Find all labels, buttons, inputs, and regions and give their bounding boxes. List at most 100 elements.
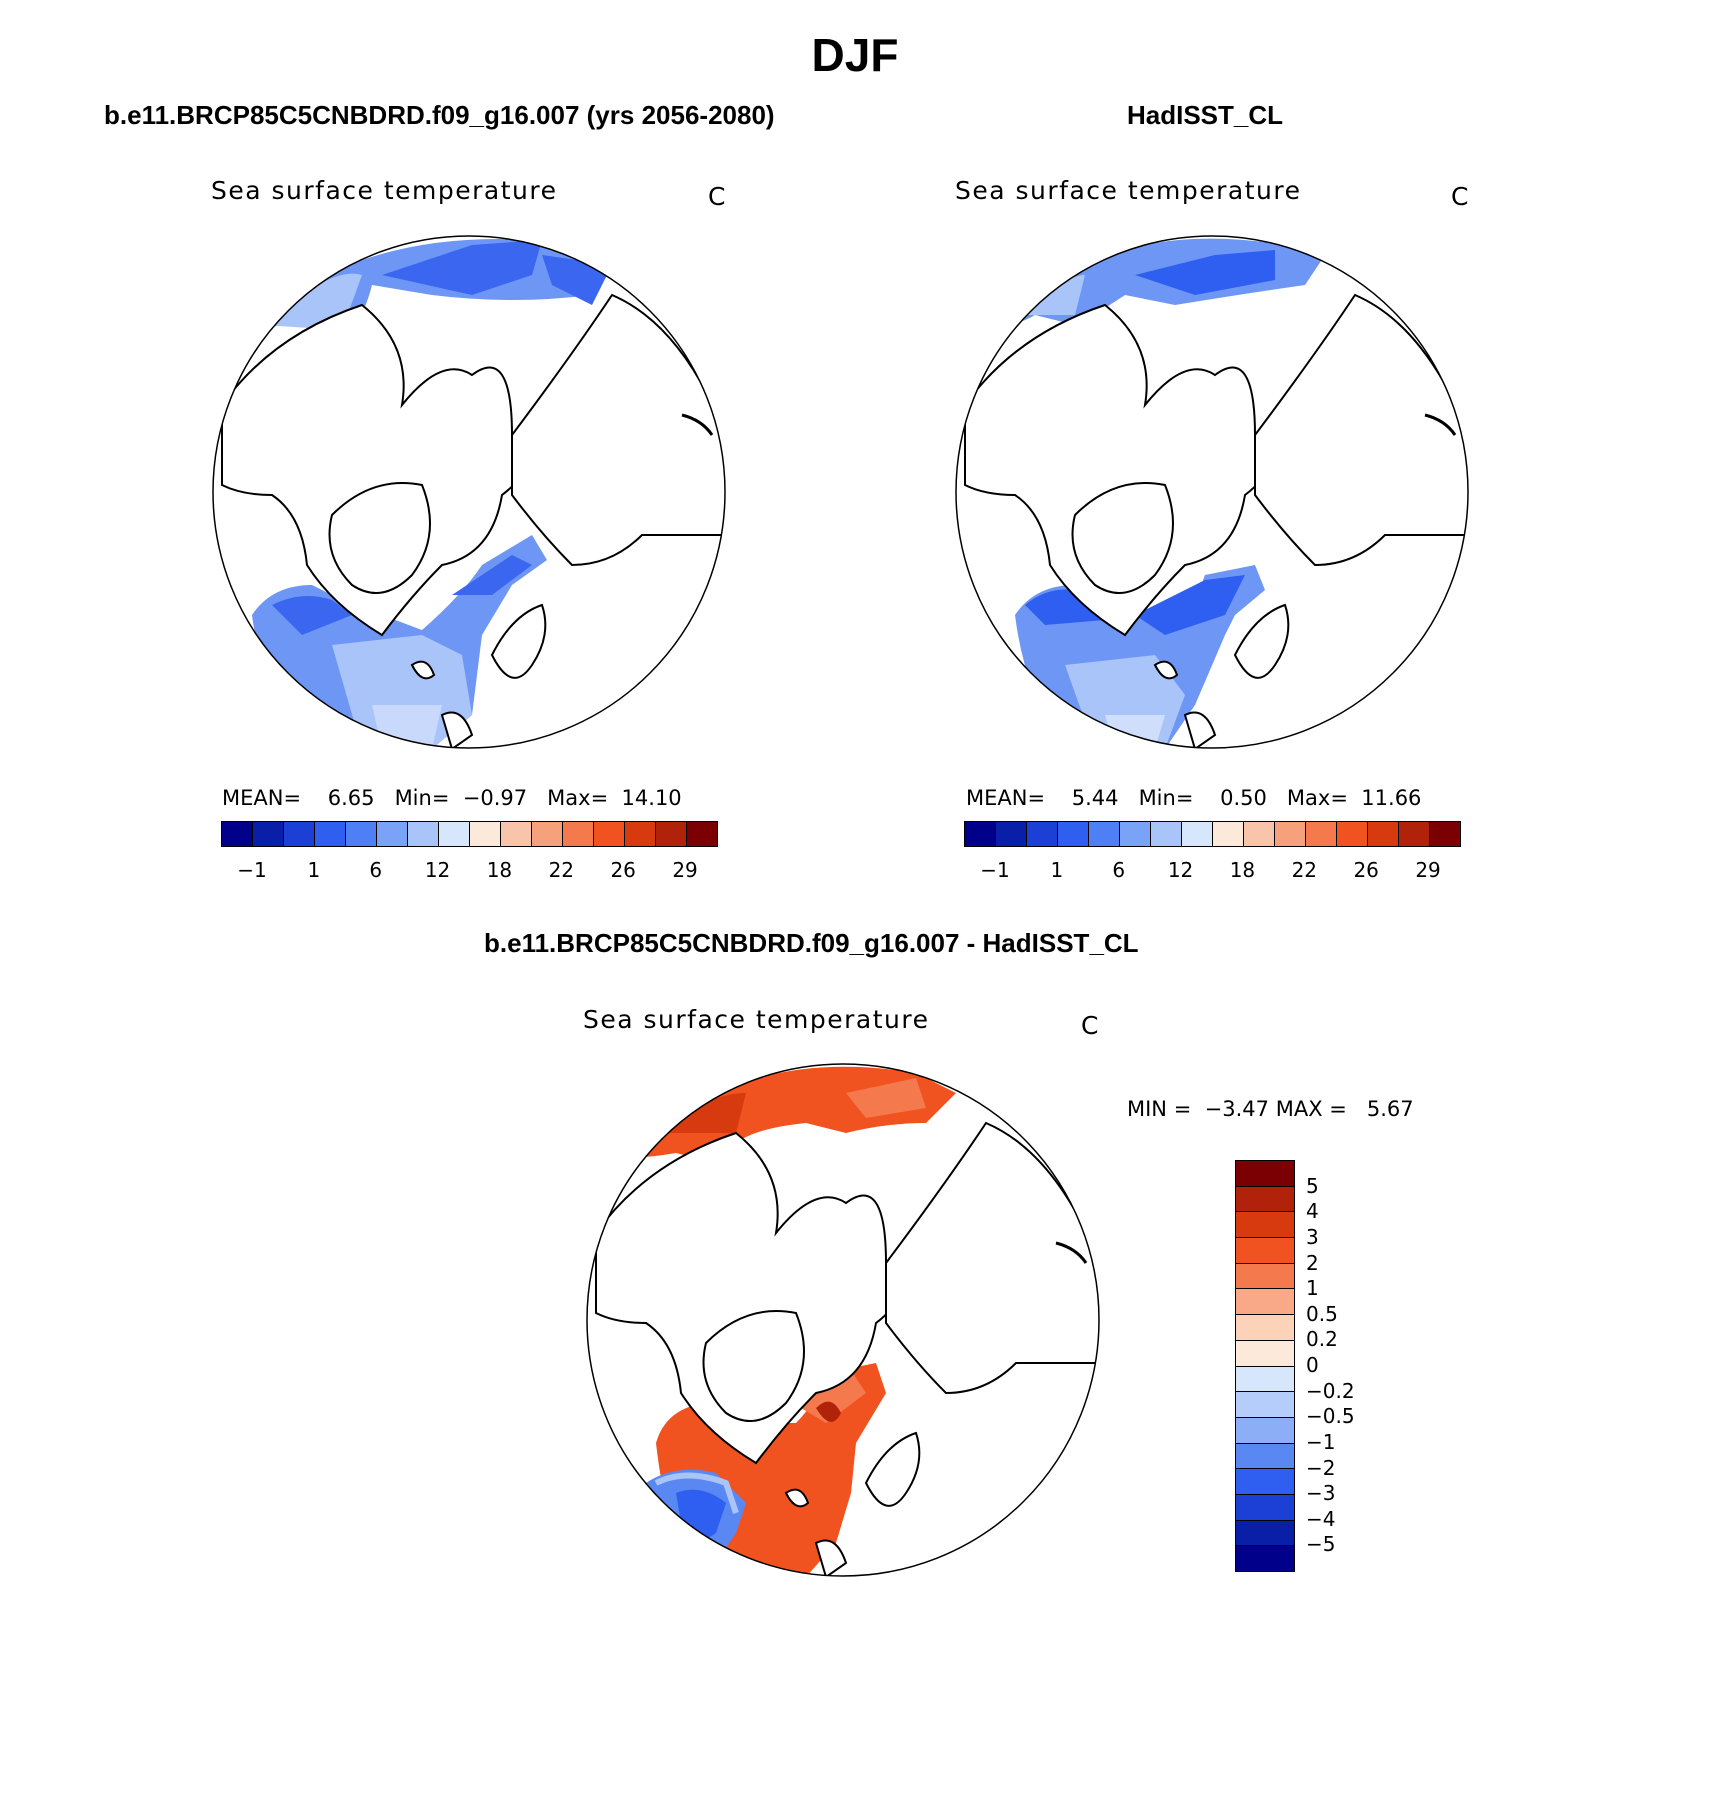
obs-colorbar-tick-label: 29 (1415, 858, 1441, 882)
diff-colorbar-swatch (1236, 1340, 1294, 1367)
diff-colorbar-tick-label: −0.2 (1306, 1378, 1355, 1403)
obs-colorbar-swatch (965, 822, 996, 846)
obs-colorbar-ticks: −1 1 6 12 18 22 26 29 (964, 858, 1459, 884)
model-colorbar-swatch (501, 822, 532, 846)
model-colorbar-swatch (377, 822, 408, 846)
obs-stats: MEAN= 5.44 Min= 0.50 Max= 11.66 (966, 786, 1422, 810)
diff-colorbar-tick-label: −4 (1306, 1506, 1336, 1531)
diff-colorbar-tick-label: −1 (1306, 1429, 1336, 1454)
obs-colorbar-tick-label: 12 (1167, 858, 1194, 882)
model-colorbar-swatch (656, 822, 687, 846)
diff-colorbar-swatch (1236, 1417, 1294, 1444)
model-polar-map (212, 235, 726, 749)
model-units-label: C (708, 182, 727, 211)
obs-variable-label: Sea surface temperature (955, 176, 1302, 205)
obs-colorbar-swatch (1058, 822, 1089, 846)
model-colorbar-swatch (625, 822, 656, 846)
obs-colorbar-swatch (1120, 822, 1151, 846)
diff-colorbar-swatch (1236, 1546, 1294, 1571)
model-colorbar-swatch (408, 822, 439, 846)
diff-colorbar-swatch (1236, 1238, 1294, 1264)
diff-colorbar-swatch (1236, 1263, 1294, 1290)
diff-colorbar-tick-label: 4 (1306, 1199, 1319, 1224)
diff-colorbar-swatch (1236, 1469, 1294, 1495)
model-colorbar-swatch (346, 822, 377, 846)
model-colorbar-swatch (222, 822, 253, 846)
diff-colorbar-tick-label: 1 (1306, 1276, 1319, 1301)
obs-colorbar-swatch (1306, 822, 1337, 846)
model-colorbar-tick-label: 1 (307, 858, 321, 882)
model-colorbar-swatch (315, 822, 346, 846)
model-colorbar-swatch (594, 822, 625, 846)
model-colorbar-swatch (470, 822, 501, 846)
obs-colorbar-swatch (1027, 822, 1058, 846)
model-variable-label: Sea surface temperature (211, 176, 558, 205)
model-colorbar-swatch (439, 822, 470, 846)
diff-colorbar-tick-label: −2 (1306, 1455, 1336, 1480)
model-colorbar-tick-label: 6 (369, 858, 383, 882)
obs-colorbar (964, 821, 1461, 847)
obs-colorbar-swatch (1244, 822, 1275, 846)
page-title: DJF (811, 29, 899, 81)
model-colorbar-tick-label: 18 (486, 858, 513, 882)
obs-colorbar-swatch (1213, 822, 1244, 846)
diff-colorbar-swatch (1236, 1315, 1294, 1341)
diff-colorbar-swatch (1236, 1494, 1294, 1521)
model-colorbar-swatch (532, 822, 563, 846)
obs-colorbar-swatch (1430, 822, 1460, 846)
diff-colorbar-tick-label: 0.5 (1306, 1301, 1338, 1326)
diff-colorbar-swatch (1236, 1186, 1294, 1213)
diff-colorbar-tick-label: 5 (1306, 1173, 1319, 1198)
model-colorbar (221, 821, 718, 847)
model-colorbar-tick-label: 29 (672, 858, 698, 882)
diff-colorbar-tick-label: −3 (1306, 1481, 1336, 1506)
diff-colorbar-tick-label: −0.5 (1306, 1404, 1355, 1429)
diff-polar-map (586, 1063, 1100, 1577)
diff-colorbar-tick-label: 0 (1306, 1353, 1319, 1377)
diff-colorbar-tick-label: 0.2 (1306, 1327, 1338, 1352)
diff-colorbar-swatch (1236, 1212, 1294, 1239)
model-colorbar-swatch (253, 822, 284, 846)
diff-variable-label: Sea surface temperature (583, 1005, 930, 1034)
obs-colorbar-swatch (1337, 822, 1368, 846)
diff-colorbar-ticks: 5 4 3 2 1 0.5 0.2 0 −0.2 −0.5 −1 −2 −3 −4 −5 (1306, 1160, 1386, 1570)
obs-colorbar-tick-label: 26 (1353, 858, 1379, 882)
model-colorbar-tick-label: 22 (548, 858, 575, 882)
obs-panel-title: HadISST_CL (1127, 100, 1284, 130)
diff-colorbar-swatch (1236, 1443, 1294, 1470)
obs-colorbar-swatch (996, 822, 1027, 846)
diff-units-label: C (1081, 1011, 1100, 1040)
model-colorbar-swatch (284, 822, 315, 846)
diff-stats: MIN = −3.47 MAX = 5.67 (1127, 1097, 1414, 1121)
obs-colorbar-swatch (1182, 822, 1213, 846)
diff-colorbar-swatch (1236, 1161, 1294, 1187)
diff-colorbar (1235, 1160, 1295, 1572)
diff-colorbar-swatch (1236, 1520, 1294, 1547)
obs-colorbar-swatch (1399, 822, 1430, 846)
model-colorbar-ticks: −1 1 6 12 18 22 26 29 (221, 858, 716, 884)
diff-colorbar-swatch (1236, 1289, 1294, 1316)
model-stats: MEAN= 6.65 Min= −0.97 Max= 14.10 (222, 786, 682, 810)
obs-colorbar-swatch (1089, 822, 1120, 846)
model-colorbar-tick-label: −1 (237, 858, 267, 882)
obs-colorbar-swatch (1368, 822, 1399, 846)
model-colorbar-swatch (687, 822, 717, 846)
obs-polar-map (955, 235, 1469, 749)
diff-colorbar-tick-label: 3 (1306, 1224, 1319, 1249)
diff-panel-title: b.e11.BRCP85C5CNBDRD.f09_g16.007 - HadIS… (484, 928, 1139, 958)
diff-colorbar-tick-label: −5 (1306, 1532, 1336, 1557)
model-colorbar-swatch (563, 822, 594, 846)
obs-colorbar-tick-label: 6 (1112, 858, 1126, 882)
obs-colorbar-swatch (1275, 822, 1306, 846)
obs-colorbar-tick-label: 18 (1229, 858, 1256, 882)
obs-units-label: C (1451, 182, 1470, 211)
diff-colorbar-tick-label: 2 (1306, 1250, 1319, 1275)
model-colorbar-tick-label: 12 (424, 858, 451, 882)
model-colorbar-tick-label: 26 (610, 858, 636, 882)
diff-colorbar-swatch (1236, 1366, 1294, 1393)
obs-colorbar-tick-label: 1 (1050, 858, 1064, 882)
diff-colorbar-swatch (1236, 1392, 1294, 1418)
obs-colorbar-tick-label: −1 (980, 858, 1010, 882)
obs-colorbar-tick-label: 22 (1291, 858, 1318, 882)
model-panel-title: b.e11.BRCP85C5CNBDRD.f09_g16.007 (yrs 20… (104, 100, 775, 130)
